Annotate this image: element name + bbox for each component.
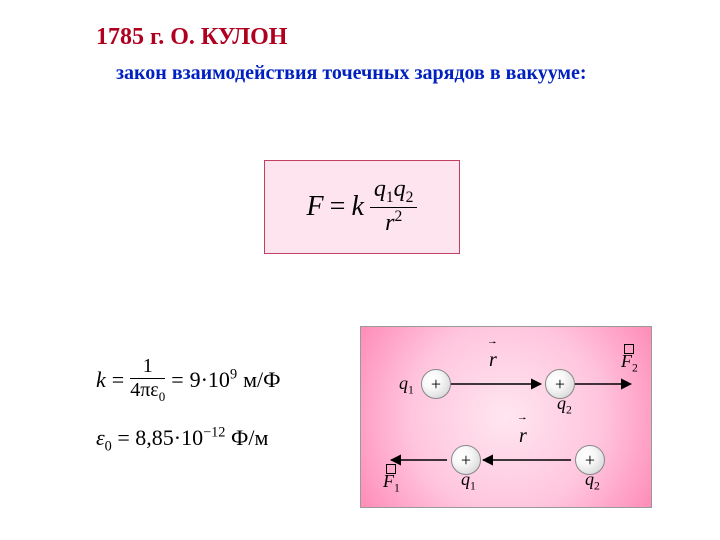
eps-val-base: 8,85·10	[135, 425, 203, 450]
formula-numerator: q1q2	[370, 177, 418, 206]
label-q1-row1: q1	[399, 373, 414, 397]
q2-sub: 2	[406, 189, 414, 206]
r-exp: 2	[394, 208, 402, 225]
k-val-base: 9·10	[190, 367, 230, 392]
eps-sym: ε	[96, 425, 105, 450]
k-unit: м/Ф	[243, 360, 280, 400]
k-frac-den: 4πε0	[130, 380, 165, 404]
eps-unit: Ф/м	[231, 425, 268, 450]
eps-eq: =	[117, 425, 129, 450]
eps-sub: 0	[105, 438, 112, 454]
formula-eq: =	[330, 191, 346, 223]
slide-root: { "colors": { "title": "#b00020", "subti…	[0, 0, 720, 540]
k-sym: k	[96, 360, 106, 400]
q1-sub: 1	[386, 189, 394, 206]
page-title: 1785 г. О. КУЛОН	[96, 24, 287, 51]
label-q2-row1: q2	[557, 393, 572, 417]
k-4pieps: 4πε	[130, 379, 159, 401]
charge-1a-sign: +	[431, 374, 441, 395]
charge-1a: +	[421, 369, 451, 399]
k-eq: =	[112, 360, 124, 400]
coulomb-formula-box: F = k q1q2 r2	[264, 160, 460, 254]
q1-sym: q	[374, 176, 386, 202]
k-val-exp: 9	[230, 367, 237, 383]
label-r-row2: r	[519, 425, 527, 448]
force-diagram: + + q1 q2 r F2 + + q1 q2	[360, 326, 652, 508]
label-q2-row2: q2	[585, 469, 600, 493]
k-definition: k = 1 4πε0 = 9·109 м/Ф	[96, 356, 281, 404]
k-eq2: =	[171, 360, 183, 400]
eps-val-exp: −12	[203, 424, 225, 440]
k-eps-sub: 0	[159, 389, 166, 404]
epsilon-definition: ε0 = 8,85·10−12 Ф/м	[96, 418, 281, 460]
label-r-row1: r	[489, 349, 497, 372]
label-F1: F1	[383, 471, 400, 495]
k-frac-num: 1	[143, 356, 153, 377]
diagram-arrows	[361, 327, 651, 507]
k-value: 9·109	[190, 360, 237, 400]
eps-value: 8,85·10−12	[135, 425, 231, 450]
formula-lhs: F	[307, 191, 324, 223]
coulomb-formula: F = k q1q2 r2	[307, 177, 418, 236]
charge-2a-sign: +	[555, 374, 565, 395]
charge-1b-sign: +	[461, 450, 471, 471]
label-q1-row2: q1	[461, 469, 476, 493]
label-F2: F2	[621, 351, 638, 375]
page-subtitle: закон взаимодействия точечных зарядов в …	[116, 62, 587, 85]
charge-2b-sign: +	[585, 450, 595, 471]
formula-k: k	[351, 191, 363, 223]
formula-fraction: q1q2 r2	[370, 177, 418, 236]
formula-denominator: r2	[381, 209, 406, 236]
k-fraction: 1 4πε0	[130, 356, 165, 404]
constants-block: k = 1 4πε0 = 9·109 м/Ф ε0 = 8,85·10−12 Ф…	[96, 356, 281, 460]
q2-sym: q	[394, 176, 406, 202]
